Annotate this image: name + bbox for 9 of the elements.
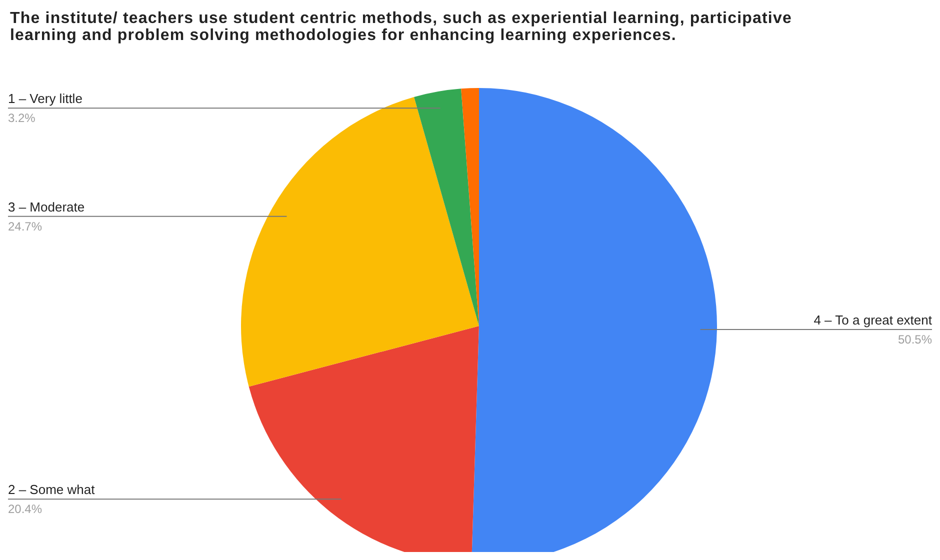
- slice-label: 3 – Moderate: [8, 199, 85, 214]
- data-label: 3.2%: [8, 111, 36, 126]
- slice-label: 2 – Some what: [8, 482, 96, 498]
- chart-title: The institute/ teachers use student centric methods, such as experiential learning, participative learning and problem solving methodologies for enhancing learning experiences.: [10, 10, 793, 44]
- data-label: 20.4%: [8, 502, 42, 516]
- data-label: 50.5%: [898, 332, 932, 346]
- slice-label: 1 – Very little: [8, 91, 82, 106]
- data-label: 24.7%: [8, 219, 42, 234]
- slice-label: 4 – To a great extent: [814, 312, 932, 328]
